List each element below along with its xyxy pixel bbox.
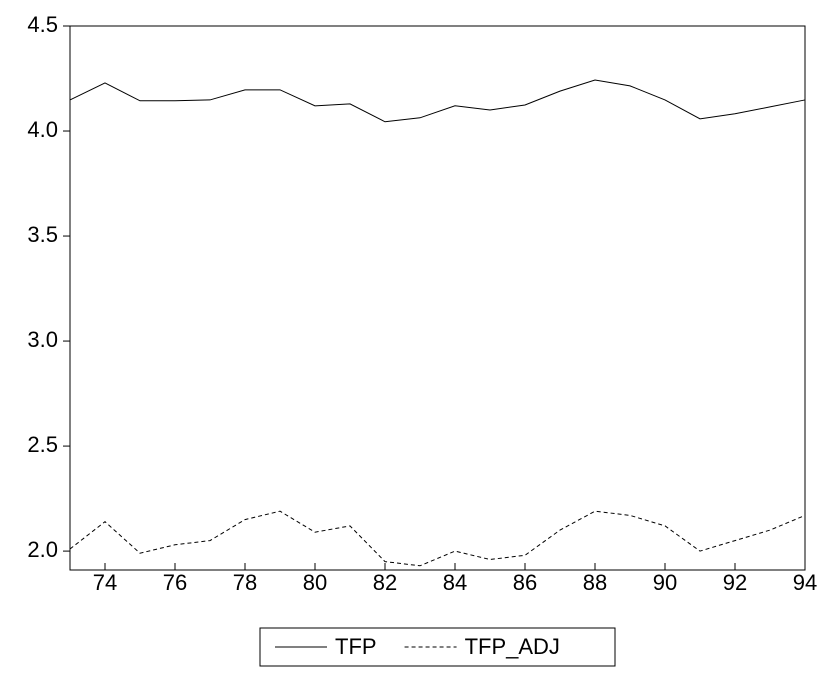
y-tick-label: 3.0 — [27, 327, 58, 352]
y-tick-label: 2.0 — [27, 537, 58, 562]
x-tick-label: 90 — [653, 570, 677, 595]
plot-frame — [69, 25, 806, 571]
series-line — [69, 79, 806, 123]
x-tick-label: 82 — [373, 570, 397, 595]
x-tick-label: 86 — [513, 570, 537, 595]
x-tick-label: 84 — [443, 570, 467, 595]
series-line — [69, 510, 806, 567]
y-tick-label: 4.5 — [27, 12, 58, 37]
y-tick-label: 4.0 — [27, 117, 58, 142]
x-tick-label: 92 — [723, 570, 747, 595]
x-tick-label: 74 — [93, 570, 117, 595]
y-tick-label: 3.5 — [27, 222, 58, 247]
x-tick-label: 76 — [163, 570, 187, 595]
legend-box — [259, 627, 616, 667]
x-tick-label: 94 — [793, 570, 817, 595]
x-tick-label: 80 — [303, 570, 327, 595]
x-tick-label: 88 — [583, 570, 607, 595]
legend-label: TFP — [335, 634, 377, 659]
x-tick-label: 78 — [233, 570, 257, 595]
legend-label: TFP_ADJ — [465, 634, 560, 659]
y-tick-label: 2.5 — [27, 432, 58, 457]
